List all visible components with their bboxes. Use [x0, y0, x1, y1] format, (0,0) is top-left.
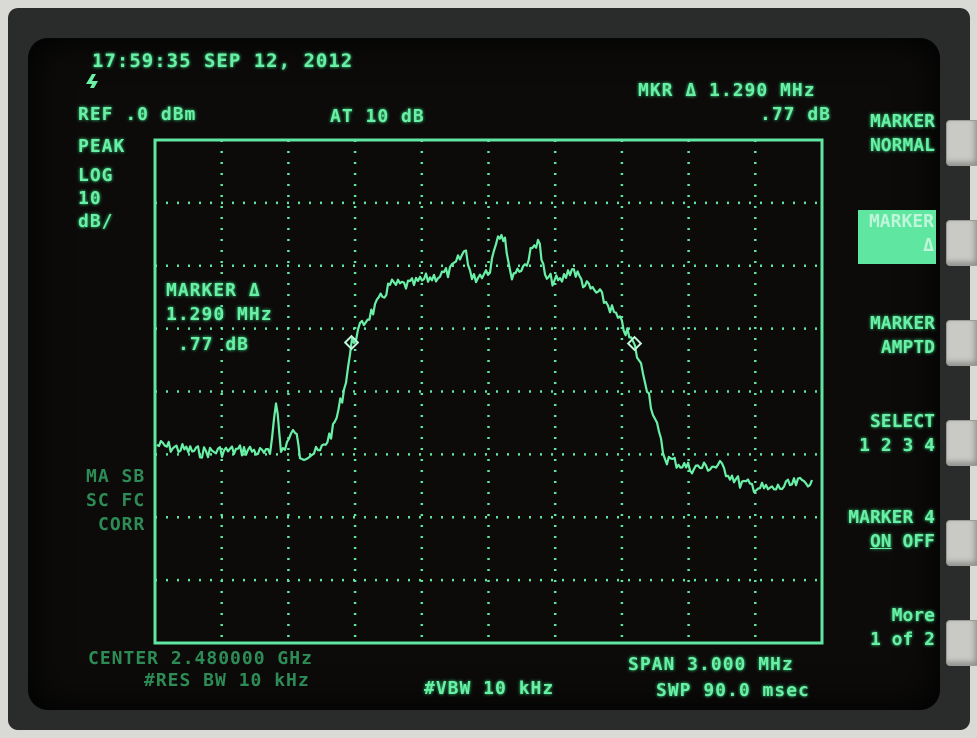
reference-level: REF .0 dBm [78, 104, 197, 125]
faint-label-2: SC FC [86, 490, 146, 511]
resolution-bandwidth: #RES BW 10 kHz [144, 670, 310, 691]
softkey-more[interactable]: More 1 of 2 [870, 604, 935, 652]
softkey-marker4-off: OFF [902, 531, 935, 552]
scale-type: LOG [78, 165, 114, 186]
softkey-select[interactable]: SELECT 1 2 3 4 [859, 410, 935, 458]
hw-softkey-3[interactable] [946, 320, 977, 366]
faint-label-1: MA SB [86, 466, 146, 487]
softkey-select-line1: SELECT [869, 411, 935, 432]
sweep-time: SWP 90.0 msec [656, 680, 810, 701]
attenuation: AT 10 dB [330, 106, 425, 127]
softkey-marker-amptd-line1: MARKER [869, 313, 935, 334]
softkey-marker4-on: ON [869, 531, 892, 552]
delta-marker-diamond [626, 335, 643, 352]
graticule-grid [155, 140, 822, 643]
spectrum-trace [156, 233, 814, 494]
marker-symbol-reference [343, 334, 360, 351]
hw-softkey-5[interactable] [946, 520, 977, 566]
hp-logo-icon [86, 74, 98, 88]
scale-per-div: 10 [78, 188, 102, 209]
softkey-marker4-line1: MARKER 4 [848, 507, 935, 528]
hw-softkey-2[interactable] [946, 220, 977, 266]
softkey-marker-amptd-line2: AMPTD [880, 337, 935, 358]
softkey-marker-normal[interactable]: MARKER NORMAL [870, 110, 935, 158]
marker-readout-amplitude: .77 dB [760, 104, 832, 125]
softkey-marker4-line2: ON OFF [848, 530, 935, 554]
softkey-marker-delta[interactable]: MARKER Δ [858, 210, 936, 264]
softkey-marker-amptd[interactable]: MARKER AMPTD [870, 312, 935, 360]
softkey-select-line2: 1 2 3 4 [859, 435, 935, 456]
center-frequency: CENTER 2.480000 GHz [88, 648, 313, 669]
marker-annotation-amplitude: .77 dB [178, 334, 250, 355]
softkey-marker-normal-line1: MARKER [869, 111, 935, 132]
softkey-more-line2: 1 of 2 [869, 629, 935, 650]
detector-mode: PEAK [78, 136, 126, 157]
softkey-marker-delta-line1: MARKER [868, 211, 934, 232]
softkey-more-line1: More [891, 605, 935, 626]
softkey-marker-delta-line2: Δ [923, 235, 934, 256]
video-bandwidth: #VBW 10 kHz [424, 678, 555, 699]
hw-softkey-6[interactable] [946, 620, 977, 666]
hw-softkey-4[interactable] [946, 420, 977, 466]
hardware-softkey-column [940, 110, 977, 670]
softkey-marker4[interactable]: MARKER 4 ON OFF [848, 506, 935, 554]
scale-unit: dB/ [78, 211, 114, 232]
marker-symbol-delta [626, 335, 643, 352]
timestamp: 17:59:35 SEP 12, 2012 [92, 50, 354, 72]
marker-annotation-frequency: 1.290 MHz [166, 304, 273, 325]
softkey-marker-normal-line2: NORMAL [869, 135, 935, 156]
faint-label-3: CORR [98, 514, 146, 535]
crt-screen [28, 38, 940, 710]
hw-softkey-1[interactable] [946, 120, 977, 166]
frequency-span: SPAN 3.000 MHz [628, 654, 794, 675]
reference-marker-diamond [343, 334, 360, 351]
marker-annotation-title: MARKER Δ [166, 280, 261, 301]
marker-readout-frequency: MKR Δ 1.290 MHz [638, 80, 816, 101]
